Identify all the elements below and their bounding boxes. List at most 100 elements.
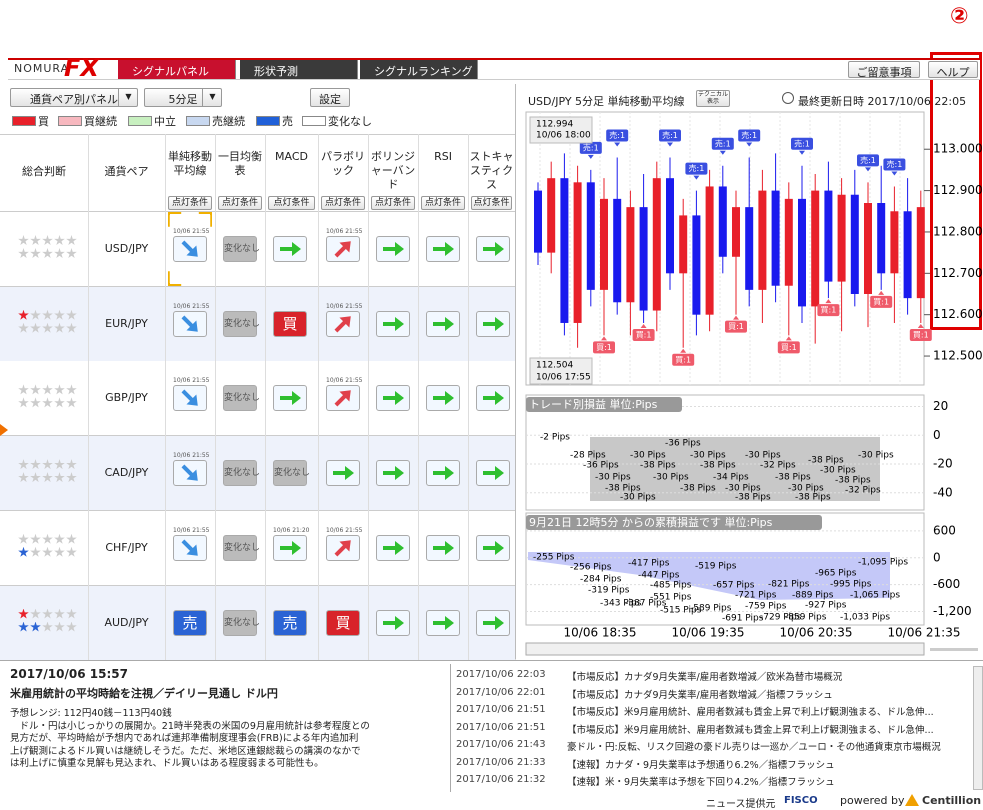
signal-cell[interactable]	[326, 534, 360, 561]
news-title[interactable]: 【市場反応】カナダ9月失業率/雇用者数増減／指標フラッシュ	[567, 689, 833, 701]
signal-cell[interactable]: 買	[326, 609, 360, 636]
news-title[interactable]: 【市場反応】米9月雇用統計、雇用者数減も賃金上昇で利上げ観測強まる、ドル急伸..…	[567, 707, 934, 718]
arrow-icon	[483, 615, 504, 630]
signal-cell[interactable]	[476, 460, 510, 487]
column-divider	[88, 134, 89, 660]
news-title[interactable]: 【速報】カナダ・9月失業率は予想通り6.2%／指標フラッシュ	[567, 759, 835, 771]
news-time[interactable]: 2017/10/06 21:32	[456, 774, 546, 785]
y-tick-label: -20	[933, 457, 953, 471]
signal-cell[interactable]	[476, 385, 510, 412]
signal-cell[interactable]	[476, 609, 510, 636]
signal-cell[interactable]	[476, 236, 510, 262]
news-time[interactable]: 2017/10/06 21:43	[456, 739, 546, 750]
column-header: MACD	[275, 150, 308, 163]
star-blue	[30, 322, 41, 333]
signal-cell[interactable]	[476, 310, 510, 337]
arrow-icon	[280, 391, 301, 406]
signal-cell[interactable]	[426, 609, 460, 636]
news-title[interactable]: 【市場反応】米9月雇用統計、雇用者数減も賃金上昇で利上げ観測強まる、ドル急伸..…	[567, 724, 934, 736]
zoom-slider	[930, 648, 978, 651]
settings-button[interactable]: 設定	[310, 88, 350, 107]
news-title[interactable]: 【市場反応】カナダ9月失業率/雇用者数増減／欧米為替市場概況	[567, 672, 843, 683]
header-button[interactable]: ヘルプ	[928, 61, 978, 79]
candle-body	[639, 207, 648, 311]
signal-cell[interactable]	[426, 534, 460, 561]
signal-cell[interactable]	[426, 310, 460, 337]
signal-cell[interactable]: 売	[173, 609, 207, 636]
news-headline: 米雇用統計の平均時給を注視／デイリー見通し ドル円	[10, 687, 278, 700]
signal-marker	[870, 295, 893, 308]
condition-button[interactable]: 点灯条件	[471, 196, 512, 210]
signal-cell[interactable]	[173, 460, 207, 487]
signal-cell[interactable]	[476, 534, 510, 561]
signal-cell[interactable]	[173, 310, 207, 337]
signal-cell[interactable]	[376, 310, 410, 337]
marker-arrow	[693, 175, 700, 180]
star-blue	[18, 397, 29, 408]
marker-arrow	[825, 299, 832, 304]
signal-cell[interactable]	[376, 460, 410, 487]
header-button[interactable]: ご留意事項	[848, 61, 920, 79]
signal-cell[interactable]	[376, 609, 410, 636]
tab[interactable]: シグナルランキング	[360, 60, 478, 79]
signal-cell[interactable]: 変化なし	[223, 534, 260, 561]
signal-cell[interactable]	[173, 385, 207, 412]
signal-cell[interactable]	[273, 385, 307, 412]
panel-select[interactable]: 通貨ペア別パネル	[10, 88, 138, 107]
signal-cell[interactable]: 買	[273, 310, 307, 337]
column-header: RSI	[434, 150, 452, 163]
news-body: 予想レンジ: 112円40銭－113円40銭	[10, 708, 172, 719]
signal-cell[interactable]	[326, 460, 360, 487]
marker-arrow	[640, 323, 647, 328]
signal-cell[interactable]: 変化なし	[223, 236, 260, 262]
condition-button[interactable]: 点灯条件	[218, 196, 262, 210]
signal-cell[interactable]	[273, 534, 307, 561]
news-time[interactable]: 2017/10/06 22:01	[456, 686, 546, 698]
condition-button[interactable]: 点灯条件	[321, 196, 365, 210]
signal-cell[interactable]	[426, 385, 460, 412]
signal-cell[interactable]: 変化なし	[273, 460, 310, 487]
tech-button[interactable]: テクニカル表示	[696, 90, 730, 107]
select-arrow: ▼	[202, 88, 222, 107]
signal-cell[interactable]: 変化なし	[223, 385, 260, 412]
condition-button[interactable]: 点灯条件	[371, 196, 415, 210]
candle-body	[837, 194, 846, 282]
candle-body	[890, 211, 899, 274]
arrow-icon	[181, 315, 198, 332]
signal-cell[interactable]	[273, 236, 307, 262]
news-time[interactable]: 2017/10/06 22:03	[456, 669, 546, 680]
shade	[590, 437, 880, 501]
star-blue	[66, 546, 77, 557]
column-header: 通貨ペア	[104, 165, 149, 178]
tab[interactable]: シグナルパネル	[118, 60, 236, 79]
news-title[interactable]: 豪ドル・円:反転、リスク回避の豪ドル売りは一巡か／ユーロ・その他通貨東京市場概況	[567, 742, 941, 753]
signal-cell[interactable]	[173, 236, 207, 262]
signal-cell[interactable]: 売	[273, 609, 307, 636]
news-body: ドル・円は小じっかりの展開か。21時半発表の米国の9月雇用統計は参考程度との	[10, 720, 370, 732]
news-time[interactable]: 2017/10/06 21:51	[456, 704, 546, 715]
signal-cell[interactable]	[326, 385, 360, 412]
signal-cell[interactable]	[326, 236, 360, 262]
news-time[interactable]: 2017/10/06 21:51	[456, 721, 546, 733]
signal-cell[interactable]: 変化なし	[223, 310, 260, 337]
signal-cell[interactable]: 変化なし	[223, 460, 260, 487]
condition-button[interactable]: 点灯条件	[421, 196, 465, 210]
signal-cell[interactable]	[426, 460, 460, 487]
condition-button[interactable]: 点灯条件	[168, 196, 212, 210]
news-title[interactable]: 【速報】米・9月失業率は予想を下回り4.2%／指標フラッシュ	[567, 777, 835, 788]
pips-label: -38 Pips	[735, 493, 771, 503]
signal-cell[interactable]	[376, 534, 410, 561]
signal-cell[interactable]	[376, 236, 410, 262]
news-time[interactable]: 2017/10/06 21:33	[456, 756, 546, 768]
marker-label: 売:1	[715, 138, 731, 148]
tab[interactable]: 形状予測	[240, 60, 358, 79]
footer-logo	[905, 794, 919, 806]
star-blue	[66, 248, 77, 259]
signal-cell[interactable]	[426, 236, 460, 262]
condition-button[interactable]: 点灯条件	[268, 196, 315, 210]
chart: 113.000 112.900 112.800 112.700 112.600 112.5…	[525, 111, 983, 656]
signal-cell[interactable]	[173, 534, 207, 561]
signal-cell[interactable]: 変化なし	[223, 609, 260, 636]
signal-cell[interactable]	[376, 385, 410, 412]
signal-cell[interactable]	[326, 310, 360, 337]
